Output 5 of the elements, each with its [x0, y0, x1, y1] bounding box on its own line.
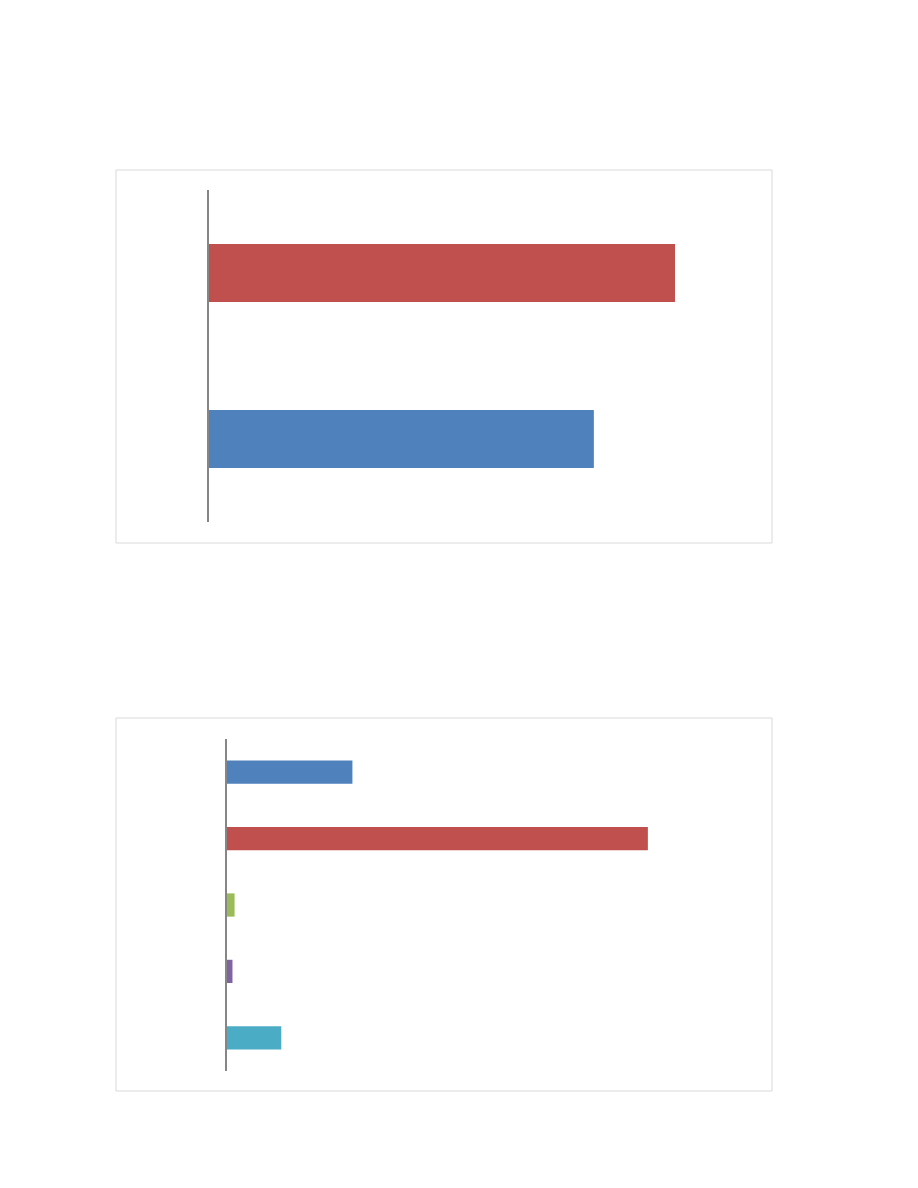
bar: [227, 826, 648, 851]
bar: [227, 959, 233, 984]
bar: [227, 893, 235, 917]
bar: [227, 760, 353, 784]
bar: [227, 1026, 282, 1050]
